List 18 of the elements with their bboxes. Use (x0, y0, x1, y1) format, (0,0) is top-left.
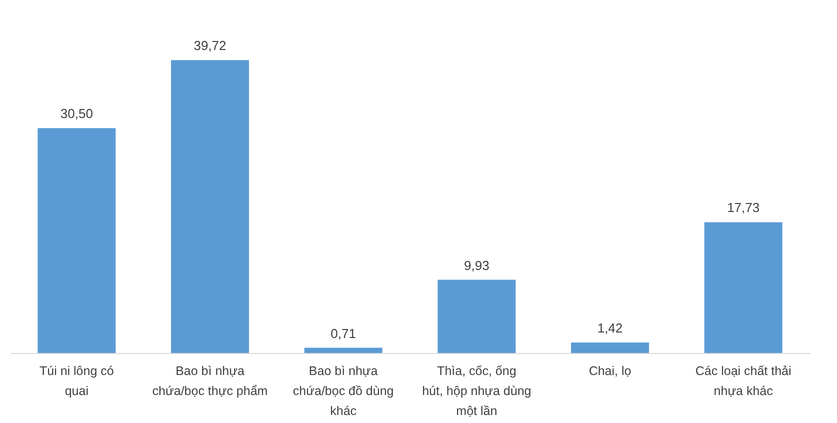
bar (171, 60, 249, 353)
x-tick-label: Thìa, cốc, ống hút, hộp nhựa dùng một lần (422, 364, 532, 418)
x-tick-label: Bao bì nhựa chứa/bọc đồ dùng khác (292, 364, 394, 418)
data-label: 17,73 (727, 200, 760, 216)
x-tick-label: Các loại chất thải nhựa khác (695, 364, 792, 398)
bar (571, 342, 649, 353)
bar (304, 348, 382, 353)
bar (438, 280, 516, 353)
bar (38, 128, 116, 353)
data-label: 39,72 (194, 38, 226, 54)
bar (704, 222, 782, 353)
data-label: 9,93 (464, 258, 490, 273)
data-label: 30,50 (60, 106, 93, 122)
x-tick-label: Bao bì nhựa chứa/bọc thực phẩm (152, 364, 268, 398)
data-label: 1,42 (597, 320, 623, 336)
data-label: 0,71 (330, 326, 356, 341)
x-tick-label: Chai, lọ (588, 364, 632, 378)
x-tick-label: Túi ni lông có quai (39, 364, 114, 398)
